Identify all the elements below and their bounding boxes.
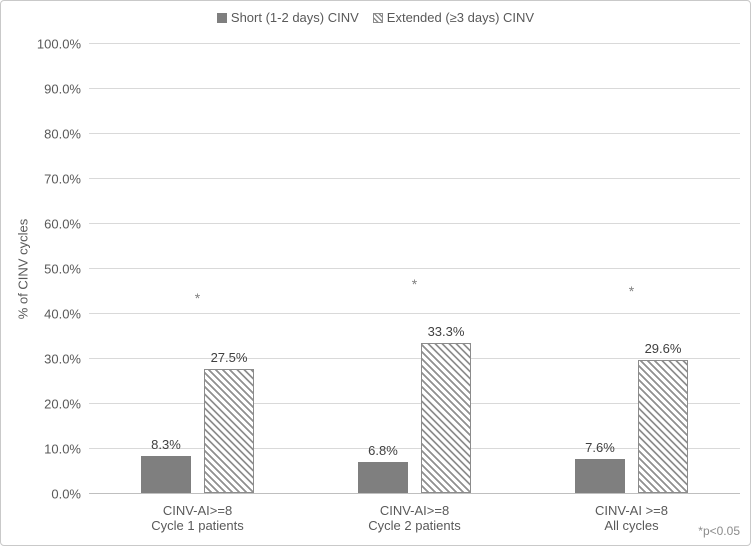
- y-tick-label: 50.0%: [44, 261, 81, 277]
- y-tick-label: 40.0%: [44, 306, 81, 322]
- plot-area: 8.3% 27.5% * CINV-AI>=8 Cycle 1 patients 6.8%…: [89, 43, 740, 533]
- bar-extended-cinv: [421, 343, 471, 493]
- significance-footnote: *p<0.05: [698, 524, 740, 538]
- gridline: [89, 448, 740, 449]
- bar-short-cinv: [358, 462, 408, 493]
- gridline: [89, 313, 740, 314]
- gridline: [89, 133, 740, 134]
- y-axis-tick-labels: 0.0% 10.0% 20.0% 30.0% 40.0% 50.0% 60.0% 70.0% 8…: [1, 37, 81, 502]
- gridline: [89, 268, 740, 269]
- bar-extended-cinv: [204, 369, 254, 493]
- gridline: [89, 403, 740, 404]
- bar-with-label: 27.5%: [204, 350, 254, 493]
- bar-group: 6.8% 33.3% * CINV-AI>=8 Cycle 2 patients: [306, 44, 523, 533]
- bar-with-label: 8.3%: [141, 437, 191, 493]
- bar-value-label: 8.3%: [151, 436, 181, 452]
- bar-extended-cinv: [638, 359, 688, 493]
- category-label-line2: All cycles: [604, 518, 659, 534]
- y-tick-label: 30.0%: [44, 351, 81, 367]
- bar-value-label: 6.8%: [368, 443, 398, 459]
- legend-label-short-cinv: Short (1-2 days) CINV: [230, 10, 359, 25]
- bar-with-label: 7.6%: [575, 440, 625, 493]
- category-label-line1: CINV-AI>=8: [379, 503, 450, 518]
- legend-item-short-cinv: Short (1-2 days) CINV: [216, 10, 359, 25]
- bar-pair: 8.3% 27.5%: [89, 350, 306, 493]
- hatched-swatch-icon: [372, 12, 383, 23]
- x-axis-category-label: CINV-AI>=8 Cycle 2 patients: [306, 503, 523, 534]
- legend-label-extended-cinv: Extended (≥3 days) CINV: [386, 10, 535, 25]
- category-label-line2: Cycle 1 patients: [151, 518, 244, 534]
- bar-value-label: 29.6%: [644, 340, 682, 356]
- bar-value-label: 27.5%: [210, 350, 248, 366]
- bar-short-cinv: [575, 458, 625, 493]
- y-tick-label: 100.0%: [36, 36, 81, 52]
- y-tick-label: 90.0%: [44, 81, 81, 97]
- solid-swatch-icon: [216, 12, 227, 23]
- legend: Short (1-2 days) CINV Extended (≥3 days)…: [1, 10, 750, 25]
- y-tick-label: 20.0%: [44, 396, 81, 412]
- y-tick-label: 10.0%: [44, 441, 81, 457]
- bar-group: 8.3% 27.5% * CINV-AI>=8 Cycle 1 patients: [89, 44, 306, 533]
- y-tick-label: 80.0%: [44, 126, 81, 142]
- bar-value-label: 7.6%: [585, 439, 615, 455]
- gridline: [89, 358, 740, 359]
- y-tick-label: 70.0%: [44, 171, 81, 187]
- category-label-line2: Cycle 2 patients: [368, 518, 461, 534]
- significance-asterisk: *: [411, 275, 418, 292]
- x-axis-line: [89, 493, 740, 494]
- y-tick-label: 60.0%: [44, 216, 81, 232]
- legend-item-extended-cinv: Extended (≥3 days) CINV: [372, 10, 535, 25]
- y-tick-label: 0.0%: [51, 486, 81, 502]
- bar-value-label: 33.3%: [427, 324, 465, 340]
- bar-short-cinv: [141, 455, 191, 493]
- x-axis-category-label: CINV-AI >=8 All cycles: [523, 503, 740, 534]
- bar-with-label: 29.6%: [638, 341, 688, 493]
- gridline: [89, 223, 740, 224]
- category-label-line1: CINV-AI >=8: [595, 503, 668, 518]
- bar-with-label: 33.3%: [421, 324, 471, 493]
- x-axis-category-label: CINV-AI>=8 Cycle 1 patients: [89, 503, 306, 534]
- bar-pair: 7.6% 29.6%: [523, 341, 740, 493]
- gridline: [89, 178, 740, 179]
- gridline: [89, 88, 740, 89]
- bar-pair: 6.8% 33.3%: [306, 324, 523, 493]
- significance-asterisk: *: [628, 283, 635, 300]
- bar-with-label: 6.8%: [358, 443, 408, 493]
- bar-groups: 8.3% 27.5% * CINV-AI>=8 Cycle 1 patients 6.8%…: [89, 44, 740, 533]
- gridline: [89, 43, 740, 44]
- category-label-line1: CINV-AI>=8: [162, 503, 233, 518]
- bar-group: 7.6% 29.6% * CINV-AI >=8 All cycles: [523, 44, 740, 533]
- significance-asterisk: *: [194, 290, 201, 306]
